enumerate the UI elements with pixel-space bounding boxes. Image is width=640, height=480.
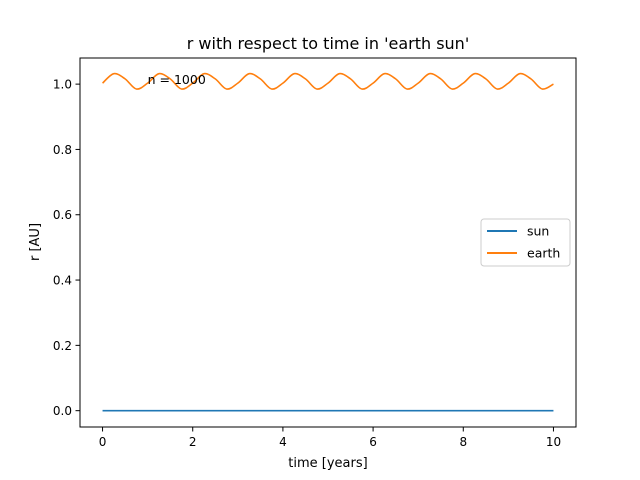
axes-frame [79,57,577,428]
y-tick-label: 0.4 [53,274,72,288]
y-tick-label: 0.0 [53,404,72,418]
x-tick-label: 2 [189,435,197,449]
y-tick-label: 0.8 [53,143,72,157]
y-tick-label: 1.0 [53,78,72,92]
x-tick-label: 4 [279,435,287,449]
axes-layer: 0 2 4 6 8 10 0.0 0.2 0.4 0.6 0.8 1.0 [53,57,577,449]
legend-label-sun: sun [527,224,549,239]
series-line-earth [102,72,554,90]
x-tick-label: 6 [369,435,377,449]
x-tick-label: 10 [546,435,561,449]
x-axis-label: time [years] [288,456,367,471]
annotation-text: n = 1000 [148,72,206,87]
y-tick-label: 0.2 [53,339,72,353]
legend: sun earth [480,218,571,267]
y-axis-label: r [AU] [28,223,43,261]
series-layer [102,72,554,412]
y-tick-label: 0.6 [53,208,72,222]
legend-label-earth: earth [527,246,560,261]
chart-title: r with respect to time in 'earth sun' [187,34,469,53]
x-tick-label: 8 [459,435,467,449]
x-tick-label: 0 [99,435,107,449]
